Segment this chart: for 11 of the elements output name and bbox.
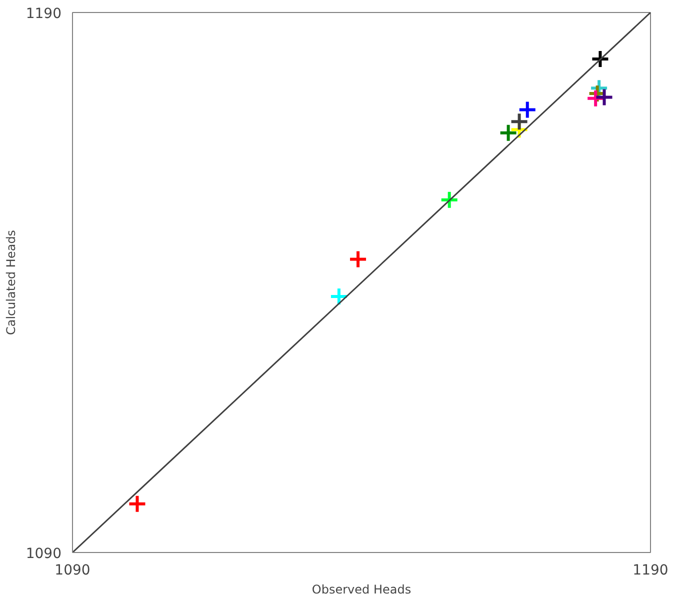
y-axis-title: Calculated Heads [4, 230, 18, 336]
point [498, 123, 518, 142]
point [348, 250, 368, 269]
point [590, 49, 610, 68]
point [594, 88, 614, 107]
point [518, 100, 537, 120]
point [510, 112, 529, 132]
x-axis-title: Observed Heads [312, 582, 412, 596]
point [128, 494, 147, 514]
point [329, 287, 348, 306]
point [440, 190, 459, 210]
